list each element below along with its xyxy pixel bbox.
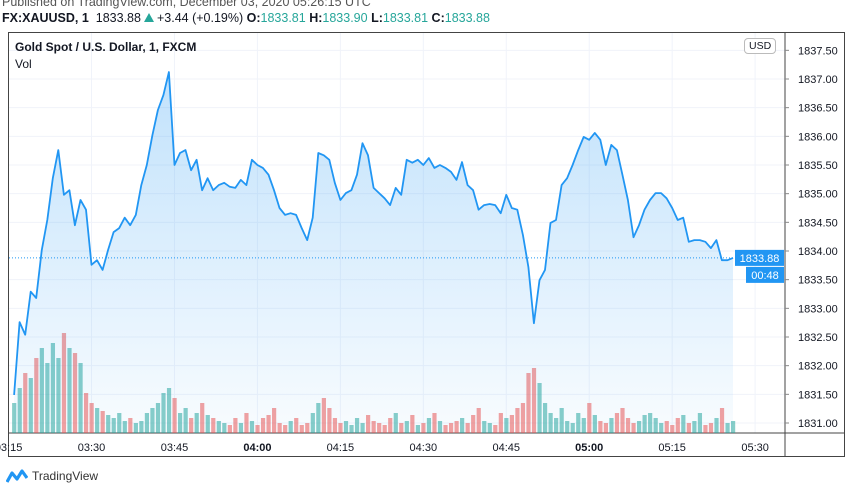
countdown-tag-bg [746,266,784,283]
y-tick-label: 1837.50 [798,45,838,57]
y-tick-label: 1836.50 [798,103,838,115]
price-line [13,71,734,395]
footer-brand: TradingView [32,469,99,483]
y-tick-label: 1832.50 [798,332,838,344]
y-tick-label: 1834.00 [798,246,838,258]
symbol-header: FX:XAUUSD, 1 1833.88 +3.44 (+0.19%) O:183… [2,11,490,25]
symbol-label: FX:XAUUSD, 1 [2,11,89,25]
countdown-tag-label: 00:48 [751,270,779,282]
low-value: 1833.81 [382,11,429,25]
chart-frame [8,32,845,457]
y-tick-label: 1835.50 [798,160,838,172]
legend-title: Gold Spot / U.S. Dollar, 1, FXCM [15,40,197,54]
price-tag-bg [735,249,784,266]
volume-bar [731,421,736,433]
x-tick-label: 04:45 [493,442,521,454]
x-tick-label: 04:30 [410,442,438,454]
up-triangle-icon [143,13,154,22]
y-tick-label: 1835.00 [798,189,838,201]
x-tick-label: 03:30 [78,442,106,454]
x-tick-label: 05:15 [658,442,686,454]
high-label: H: [309,11,323,25]
currency-badge[interactable]: USD [744,38,777,54]
open-label: O: [246,11,261,25]
legend-volume: Vol [15,57,32,71]
x-tick-label: 03:15 [0,442,22,454]
y-tick-label: 1837.00 [798,74,838,86]
price-area [14,72,734,433]
price-tag-label: 1833.88 [740,253,780,265]
high-value: 1833.90 [322,11,368,25]
y-tick-label: 1833.50 [798,275,838,287]
low-label: L: [371,11,383,25]
close-label: C: [431,11,445,25]
y-tick-label: 1832.00 [798,361,838,373]
x-tick-label: 04:15 [327,442,355,454]
x-tick-label: 04:00 [243,442,271,454]
y-tick-label: 1834.50 [798,217,838,229]
y-tick-label: 1836.00 [798,131,838,143]
x-tick-label: 03:45 [161,442,189,454]
y-tick-label: 1833.00 [798,303,838,315]
close-value: 1833.88 [444,11,490,25]
published-caption: Published on TradingView.com, December 0… [2,0,371,9]
y-tick-label: 1831.00 [798,418,838,430]
y-tick-label: 1831.50 [798,389,838,401]
tradingview-logo-icon [6,469,28,483]
x-tick-label: 05:30 [741,442,769,454]
open-value: 1833.81 [260,11,306,25]
x-tick-label: 05:00 [575,442,603,454]
price-change: +3.44 (+0.19%) [156,11,244,25]
footer-logo[interactable]: TradingView [6,468,98,484]
last-price: 1833.88 [95,11,141,25]
